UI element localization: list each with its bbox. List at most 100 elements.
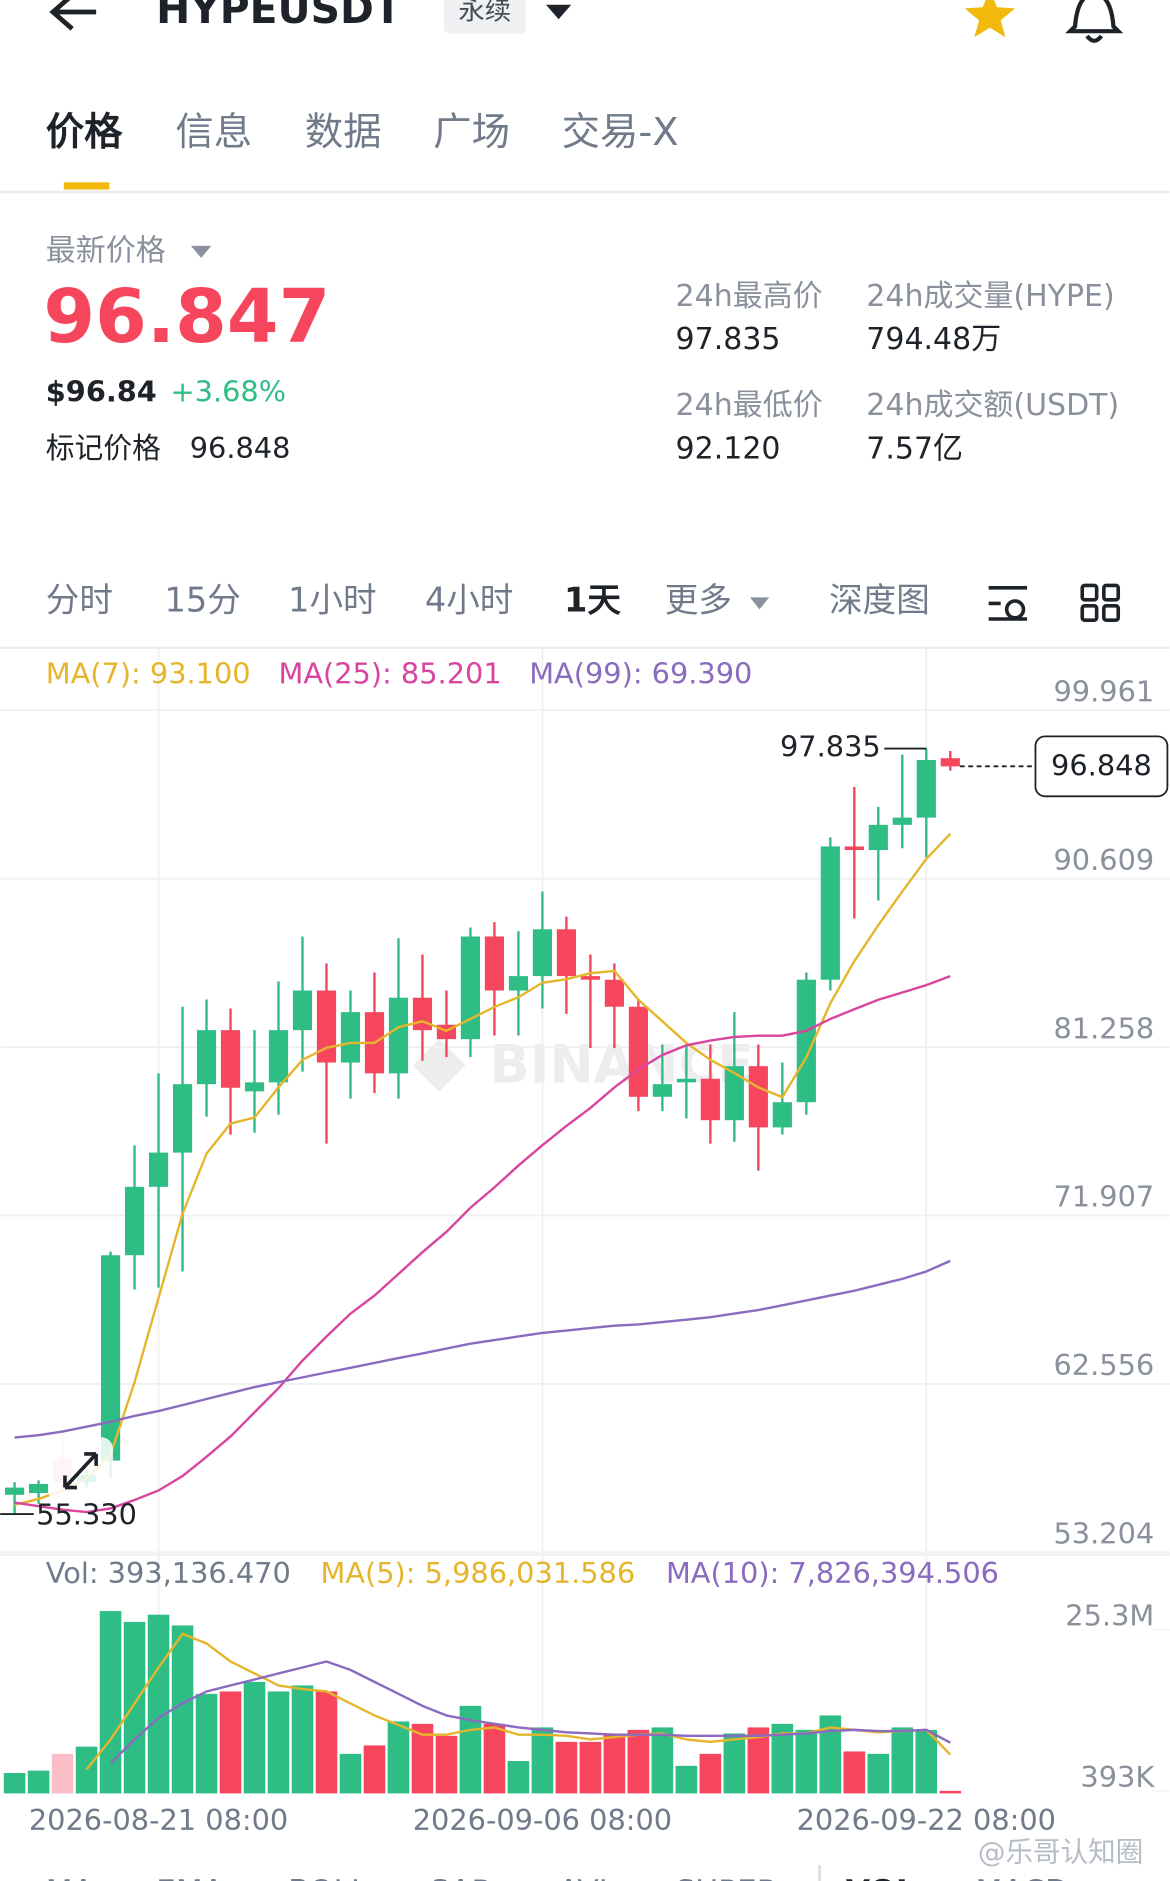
volume-bar (411, 1723, 434, 1794)
indicator-tab[interactable]: SAR (430, 1874, 493, 1881)
volume-bar (675, 1765, 698, 1794)
tab[interactable]: 广场 (433, 110, 510, 155)
candle-body (916, 759, 936, 818)
y-tick-label: 90.609 (1053, 843, 1154, 877)
candle-body (724, 1066, 744, 1121)
candle (292, 936, 313, 1072)
price-label-arrow[interactable] (190, 245, 212, 258)
tab[interactable]: 交易-X (562, 110, 679, 155)
badge-bg (444, 0, 526, 34)
indicator-tab[interactable]: SUPER (676, 1874, 779, 1881)
candle (556, 916, 577, 1014)
candle-body (4, 1487, 25, 1495)
candle (604, 963, 624, 1049)
tab[interactable]: 数据 (305, 110, 382, 155)
interval-tab[interactable]: 4小时 (425, 581, 514, 620)
legend-entry: MA(10): 7,826,394.506 (666, 1556, 999, 1590)
candle-body (172, 1084, 193, 1153)
stat-label: 24h成交额(USDT) (866, 388, 1119, 423)
interval-tab[interactable]: 1小时 (288, 581, 377, 620)
candle (892, 754, 912, 849)
indicator-tab[interactable]: AVL (558, 1874, 617, 1881)
candle-body (316, 990, 337, 1063)
volume-bar (195, 1693, 218, 1794)
tab[interactable]: 价格 (46, 110, 123, 155)
volume-bar (435, 1735, 458, 1794)
interval-bar: 分时 15分 1小时 4小时 1天 更多 深度图 (46, 581, 930, 620)
ma-line (14, 974, 951, 1514)
candle (316, 963, 337, 1144)
dropdown-arrow[interactable] (546, 4, 572, 20)
volume-bar (843, 1751, 866, 1794)
badge: 永续 (458, 0, 511, 26)
candle-body (220, 1030, 241, 1088)
stat-value: 794.48万 (866, 322, 1001, 357)
interval-tab[interactable]: 15分 (165, 581, 241, 620)
volume-bar (795, 1729, 818, 1794)
chart-settings-icon[interactable] (988, 586, 1028, 621)
price-change: +3.68% (171, 374, 287, 408)
candle (916, 748, 936, 858)
low-marker-label: 55.330 (36, 1497, 137, 1531)
interval-tab[interactable]: 1天 (564, 581, 621, 620)
x-tick-label: 2026-09-06 08:00 (413, 1803, 672, 1837)
expand-button[interactable] (48, 1437, 113, 1502)
candle-body (556, 929, 577, 977)
candle (940, 750, 960, 771)
y-tick-label: 99.961 (1053, 674, 1154, 708)
candle (124, 1145, 145, 1290)
volume-bar (891, 1727, 914, 1794)
bell-icon[interactable] (1065, 0, 1124, 43)
volume-ma-line (109, 1660, 951, 1765)
more-arrow[interactable] (749, 597, 770, 610)
candle-body (196, 1030, 217, 1085)
stat-label: 24h最低价 (676, 388, 823, 423)
candle-body (580, 976, 600, 980)
volume-bar (627, 1729, 650, 1794)
indicator-tab[interactable]: VOL (846, 1874, 916, 1881)
candle-body (700, 1078, 720, 1121)
volume-bar (267, 1691, 290, 1794)
candle-body (292, 990, 313, 1031)
last-price: 96.847 (43, 273, 330, 360)
indicator-tab[interactable]: EMA (156, 1874, 225, 1881)
candle-body (460, 936, 481, 1040)
legend-entry: Vol: 393,136.470 (46, 1556, 291, 1590)
tab-indicator (63, 182, 110, 190)
candle (508, 931, 529, 1036)
interval-tab[interactable]: 深度图 (829, 581, 930, 620)
candle-body (388, 997, 409, 1074)
candle (196, 999, 217, 1117)
indicator-bar: MA EMA BOLL SAR AVL SUPER VOL MACD (46, 1874, 1069, 1881)
back-arrow[interactable] (49, 0, 97, 31)
volume-bar (867, 1753, 890, 1794)
interval-tab[interactable]: 分时 (46, 581, 113, 620)
candle (844, 787, 864, 919)
candle-body (124, 1186, 145, 1256)
tab[interactable]: 信息 (175, 110, 252, 155)
layout-icon[interactable] (1080, 583, 1121, 623)
volume-bar (243, 1681, 266, 1794)
usd-price: $96.84 (46, 374, 157, 408)
volume-bar (99, 1611, 122, 1794)
volume-bar (771, 1723, 794, 1794)
interval-tab[interactable]: 更多 (665, 581, 732, 620)
candle (340, 990, 361, 1099)
symbol-title[interactable]: HYPEUSDT (156, 0, 402, 33)
legend-entry: MA(99): 69.390 (529, 656, 752, 690)
indicator-tab[interactable]: MACD (975, 1874, 1069, 1881)
indicator-tab[interactable]: MA (46, 1874, 95, 1881)
price-line-box (1034, 735, 1169, 798)
candle (676, 1044, 696, 1119)
favorite-star[interactable] (964, 0, 1016, 38)
volume-bar (3, 1773, 26, 1794)
ma-line (14, 1259, 951, 1439)
candle (772, 1062, 792, 1135)
volume-bar (147, 1614, 170, 1794)
candle-body (508, 976, 529, 991)
y-tick-label: 62.556 (1053, 1348, 1154, 1382)
candle (268, 981, 289, 1115)
stat-label: 24h最高价 (676, 279, 823, 314)
indicator-tab[interactable]: BOLL (288, 1874, 369, 1881)
stat-label: 24h成交量(HYPE) (866, 279, 1114, 314)
